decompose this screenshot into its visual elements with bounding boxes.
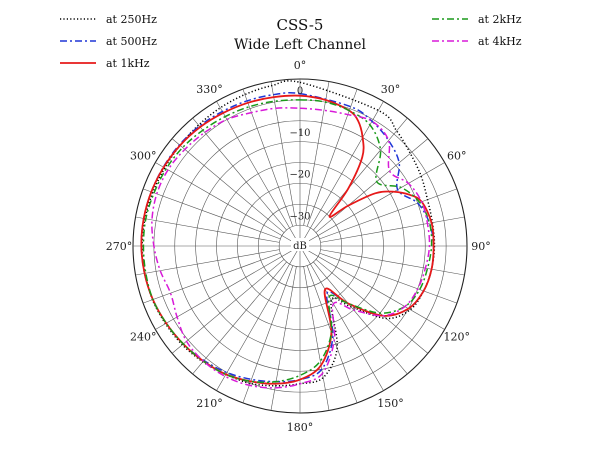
grid-spoke [299, 245, 445, 330]
grid-spoke [171, 138, 285, 233]
legend-item: at 4kHz [432, 35, 522, 48]
grid-spoke [155, 245, 301, 330]
polar-grid [132, 78, 468, 414]
legend-item: at 250Hz [60, 13, 157, 26]
angle-label: 60° [447, 150, 467, 163]
radial-tick-label: −30 [289, 211, 310, 222]
legend-label: at 1kHz [106, 57, 150, 70]
angle-label: 240° [130, 331, 157, 344]
grid-spoke [299, 245, 384, 391]
grid-spoke [320, 216, 465, 243]
grid-spoke [315, 138, 429, 233]
angle-label: 120° [444, 331, 471, 344]
legend: at 250Hz at 500Hz at 1kHz at 2kHz at 4kHz [60, 13, 522, 70]
grid-spoke [142, 252, 281, 304]
grid-spoke [270, 81, 297, 226]
grid-spoke [192, 117, 287, 231]
angle-label: 150° [377, 397, 404, 410]
grid-spoke [320, 249, 465, 276]
grid-spoke [155, 162, 301, 247]
legend-label: at 2kHz [478, 13, 522, 26]
series-line-at-250hz [141, 80, 436, 387]
grid-spoke [303, 81, 330, 226]
series-line-at-1khz [140, 94, 435, 385]
grid-spoke [306, 88, 358, 227]
grid-spoke [299, 162, 445, 247]
grid-spoke [216, 101, 301, 247]
angle-label: 270° [106, 240, 133, 253]
grid-spoke [319, 188, 458, 240]
grid-spoke [303, 266, 330, 411]
legend-label: at 500Hz [106, 35, 157, 48]
radial-tick-label: −20 [289, 170, 310, 181]
radial-unit-label: dB [293, 241, 307, 252]
grid-spoke [142, 188, 281, 240]
grid-spoke [242, 265, 294, 404]
grid-spoke [313, 261, 408, 375]
series-line-at-2khz [142, 99, 433, 384]
grid-spoke [135, 216, 280, 243]
series-line-at-500hz [140, 92, 435, 383]
grid-spoke [171, 259, 285, 354]
series-line-at-4khz [151, 107, 431, 389]
angle-label: 90° [471, 240, 491, 253]
axis-labels: 0° 30° 60° 90° 120° 150° 180° 210° 240° 270° 300° 3… [106, 59, 491, 434]
legend-label: at 250Hz [106, 13, 157, 26]
legend-label: at 4kHz [478, 35, 522, 48]
angle-label: 30° [381, 83, 401, 96]
angle-label: 210° [196, 397, 223, 410]
unit-label-bg [291, 238, 309, 251]
chart-title: CSS-5 [277, 16, 324, 34]
angle-label: 330° [196, 83, 223, 96]
grid-spoke [192, 261, 287, 375]
grid-spoke [313, 117, 408, 231]
radial-tick-label: −10 [289, 128, 310, 139]
legend-item: at 1kHz [60, 57, 150, 70]
radial-tick-label: 0 [297, 86, 303, 97]
angle-label: 180° [287, 421, 314, 434]
legend-item: at 500Hz [60, 35, 157, 48]
grid-spoke [319, 252, 458, 304]
angle-label: 0° [294, 59, 307, 72]
chart-subtitle: Wide Left Channel [234, 37, 367, 53]
grid-spoke [315, 259, 429, 354]
angle-label: 300° [130, 150, 157, 163]
series-layer [140, 80, 436, 389]
grid-spoke [270, 266, 297, 411]
legend-item: at 2kHz [432, 13, 522, 26]
grid-spoke [216, 245, 301, 391]
